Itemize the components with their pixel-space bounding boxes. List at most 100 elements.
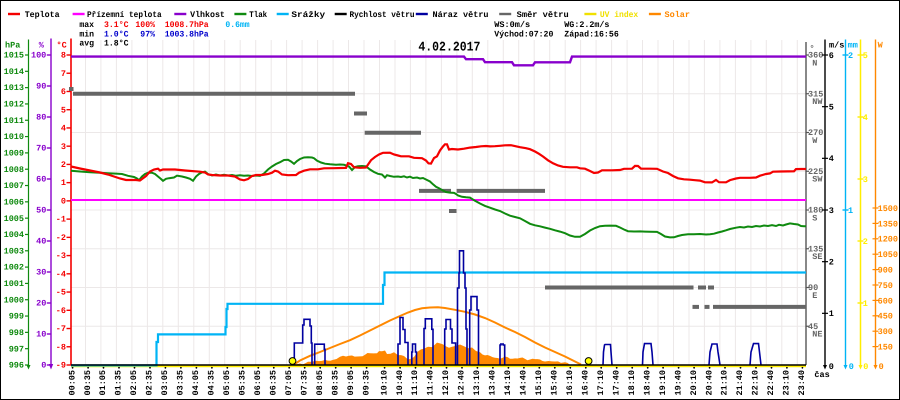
svg-text:03:35: 03:35: [176, 370, 186, 396]
svg-text:1007: 1007: [4, 181, 24, 191]
svg-text:4: 4: [61, 124, 66, 134]
svg-text:135: 135: [808, 244, 823, 254]
svg-text:09:05: 09:05: [346, 370, 356, 396]
svg-text:10: 10: [36, 330, 46, 340]
svg-text:6: 6: [61, 87, 66, 97]
svg-text:20: 20: [36, 299, 46, 309]
svg-text:Solar: Solar: [665, 10, 691, 20]
svg-text:0: 0: [829, 362, 834, 372]
svg-text:3: 3: [863, 175, 868, 185]
svg-text:Přízemní teplota: Přízemní teplota: [87, 10, 162, 20]
svg-text:11:40: 11:40: [426, 370, 436, 396]
svg-text:1012: 1012: [4, 100, 24, 110]
svg-text:90: 90: [808, 283, 818, 293]
svg-text:18:10: 18:10: [627, 370, 637, 396]
svg-text:60: 60: [36, 175, 46, 185]
svg-text:0: 0: [61, 196, 66, 206]
svg-text:1350: 1350: [878, 219, 898, 229]
svg-text:-1: -1: [56, 215, 66, 225]
svg-text:14:10: 14:10: [503, 370, 513, 396]
svg-text:1003: 1003: [4, 246, 24, 256]
svg-text:14:40: 14:40: [519, 370, 529, 396]
svg-text:°: °: [810, 44, 815, 54]
svg-text:16:10: 16:10: [565, 370, 575, 396]
svg-text:NE: NE: [812, 330, 822, 340]
svg-text:6: 6: [829, 51, 834, 61]
svg-text:2: 2: [61, 160, 66, 170]
svg-text:Rychlost větru: Rychlost větru: [350, 10, 415, 20]
svg-text:1: 1: [848, 206, 853, 216]
svg-text:10:40: 10:40: [395, 370, 405, 396]
svg-text:40: 40: [36, 237, 46, 247]
svg-text:17:10: 17:10: [596, 370, 606, 396]
svg-text:315: 315: [808, 89, 823, 99]
svg-text:998: 998: [9, 328, 24, 338]
svg-text:-7: -7: [56, 324, 66, 334]
svg-text:10:10: 10:10: [379, 370, 389, 396]
svg-text:3: 3: [61, 142, 66, 152]
svg-text:1010: 1010: [4, 132, 24, 142]
svg-text:45: 45: [808, 322, 818, 332]
svg-text:11:10: 11:10: [410, 370, 420, 396]
svg-text:22:40: 22:40: [766, 370, 776, 396]
svg-text:0: 0: [41, 361, 46, 371]
svg-text:0: 0: [849, 362, 854, 372]
svg-text:W: W: [878, 41, 884, 51]
svg-text:01:05: 01:05: [98, 370, 108, 396]
svg-text:%: %: [39, 41, 45, 51]
svg-text:5: 5: [863, 51, 868, 61]
svg-text:WG:2.2m/s: WG:2.2m/s: [564, 20, 609, 30]
svg-text:1: 1: [61, 178, 66, 188]
svg-text:min: min: [79, 29, 94, 39]
svg-text:W: W: [812, 136, 818, 146]
svg-text:1011: 1011: [4, 116, 24, 126]
svg-text:1000: 1000: [4, 295, 24, 305]
svg-text:SE: SE: [812, 252, 822, 262]
svg-text:-9: -9: [56, 361, 66, 371]
svg-text:Směr větru: Směr větru: [517, 10, 569, 20]
svg-text:360: 360: [808, 51, 823, 61]
svg-text:13:40: 13:40: [488, 370, 498, 396]
svg-text:1: 1: [863, 299, 868, 309]
svg-text:600: 600: [878, 296, 893, 306]
svg-text:m/s: m/s: [829, 41, 844, 51]
svg-text:NW: NW: [812, 97, 823, 107]
svg-text:150: 150: [878, 343, 893, 353]
svg-text:-4: -4: [56, 269, 66, 279]
svg-text:30: 30: [36, 268, 46, 278]
svg-text:07:05: 07:05: [284, 370, 294, 396]
svg-text:-3: -3: [56, 251, 66, 261]
svg-text:750: 750: [878, 281, 893, 291]
svg-text:05:35: 05:35: [238, 370, 248, 396]
svg-text:Srážky: Srážky: [291, 10, 325, 20]
svg-text:-2: -2: [56, 233, 66, 243]
svg-text:180: 180: [808, 206, 823, 216]
svg-text:12:40: 12:40: [457, 370, 467, 396]
svg-text:8: 8: [61, 51, 66, 61]
svg-text:22:10: 22:10: [751, 370, 761, 396]
svg-text:50: 50: [36, 206, 46, 216]
svg-text:997: 997: [9, 344, 24, 354]
svg-text:996: 996: [9, 361, 24, 371]
svg-text:E: E: [812, 291, 817, 301]
svg-text:1.8°C: 1.8°C: [104, 39, 129, 49]
svg-text:-6: -6: [56, 306, 66, 316]
svg-text:20:10: 20:10: [689, 370, 699, 396]
svg-text:Teplota: Teplota: [25, 10, 60, 20]
svg-text:02:35: 02:35: [145, 370, 155, 396]
svg-text:00:05: 00:05: [67, 370, 77, 396]
svg-text:4: 4: [863, 113, 868, 123]
svg-text:12:10: 12:10: [441, 370, 451, 396]
svg-text:3.1°C: 3.1°C: [104, 20, 129, 30]
svg-text:17:40: 17:40: [611, 370, 621, 396]
svg-text:1050: 1050: [878, 250, 898, 260]
svg-text:7: 7: [61, 69, 66, 79]
svg-text:0.6mm: 0.6mm: [225, 20, 249, 30]
svg-text:-8: -8: [56, 342, 66, 352]
svg-text:Tlak: Tlak: [249, 10, 267, 20]
svg-text:1008: 1008: [4, 165, 24, 175]
svg-text:hPa: hPa: [5, 41, 20, 51]
svg-text:23:10: 23:10: [782, 370, 792, 396]
svg-text:21:10: 21:10: [720, 370, 730, 396]
svg-text:100: 100: [31, 51, 46, 61]
